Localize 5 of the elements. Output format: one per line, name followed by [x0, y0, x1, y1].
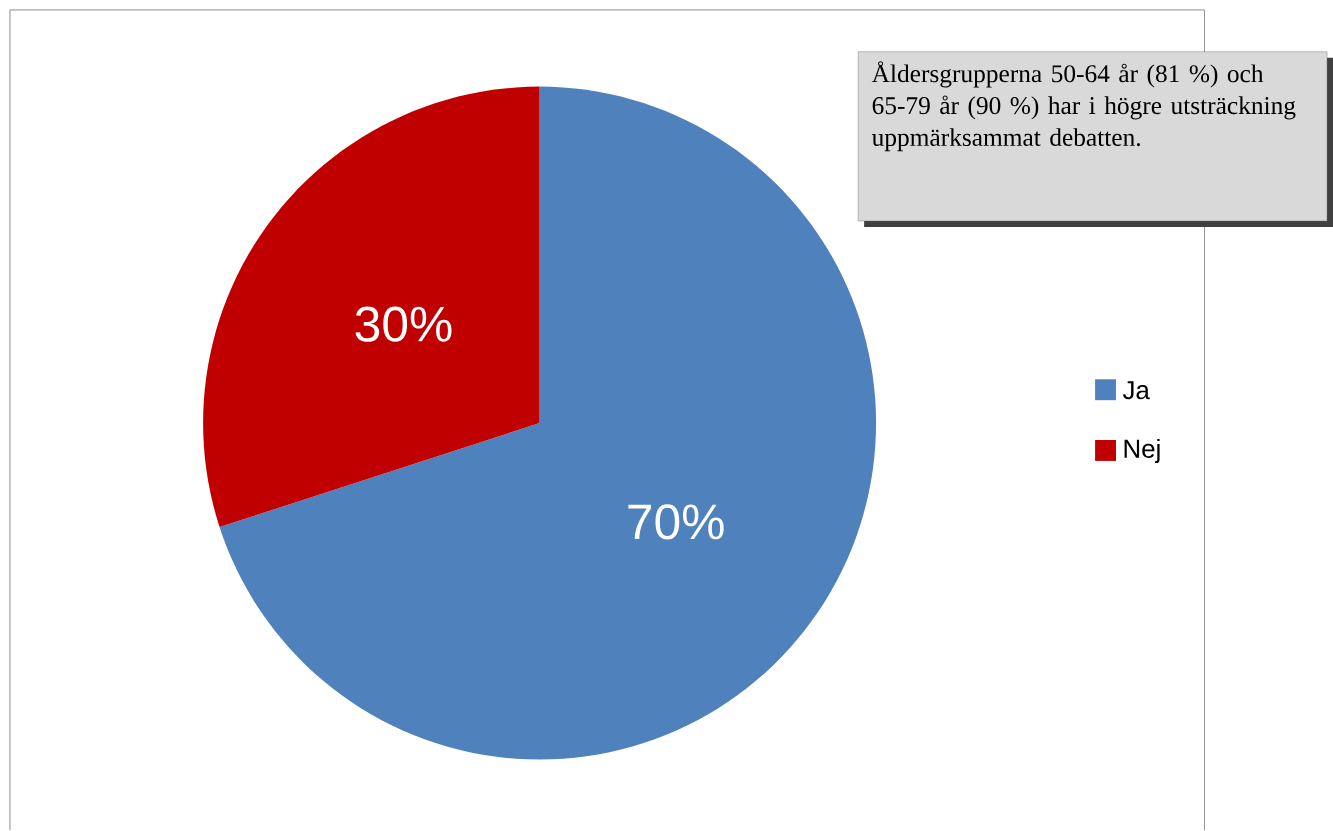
data-label: 70%: [628, 504, 724, 540]
text: Åldersgrupperna 50-64 år (81 %) och 65-79 år (90 %) har i högre utsträckning uppmärksammat debatten.: [871, 61, 1296, 152]
data-label: 30%: [355, 306, 452, 342]
legend-label: Ja: [1122, 381, 1150, 400]
legend-label: Nej: [1124, 439, 1160, 464]
